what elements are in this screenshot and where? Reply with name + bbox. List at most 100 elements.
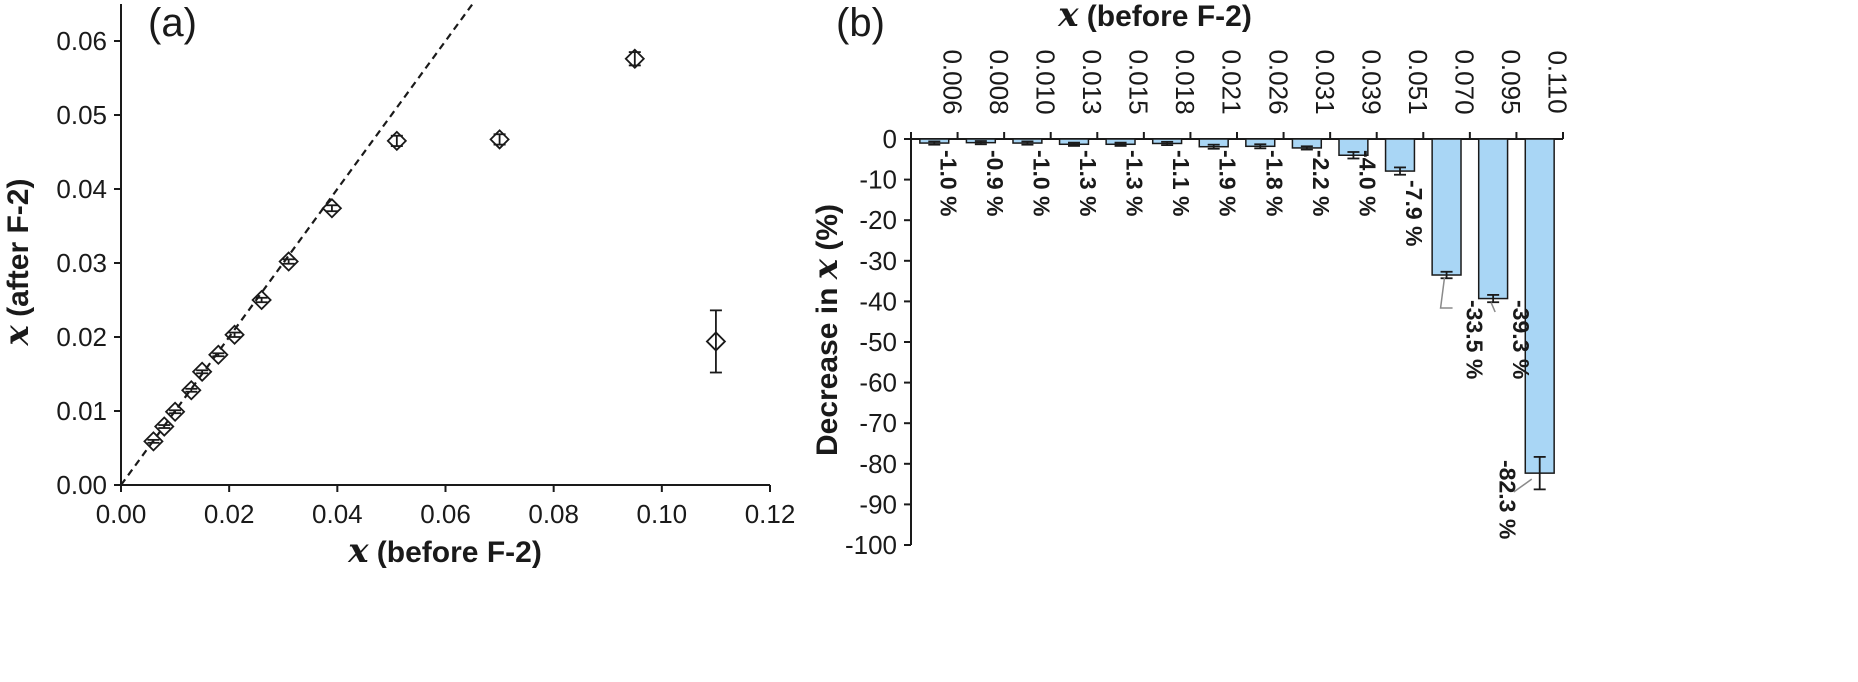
- scatter-x-axis-title: x (before F-2): [347, 531, 542, 571]
- bar-data-label: -39.3 %: [1508, 300, 1534, 379]
- bar-data-label: -1.0 %: [935, 150, 961, 216]
- bar-x-axis-var: x: [1057, 0, 1079, 35]
- bar-category-label: 0.018: [1170, 49, 1200, 114]
- bar-data-label: -1.3 %: [1122, 150, 1148, 216]
- bar-category-label: 0.070: [1450, 49, 1480, 114]
- scatter-points: [143, 48, 727, 452]
- bar-category-label: 0.006: [937, 49, 967, 114]
- bar-category-label: 0.021: [1217, 49, 1247, 114]
- scatter-point: [153, 416, 175, 437]
- panel-b-label: (b): [836, 1, 885, 45]
- bar-category-label: 0.008: [984, 49, 1014, 114]
- bar-y-tick-label: -90: [859, 489, 897, 519]
- scatter-y-tick-label: 0.05: [56, 100, 107, 130]
- bar-y-tick-label: -60: [859, 368, 897, 398]
- bar-y-tick-label: -100: [845, 530, 897, 560]
- scatter-y-tick-label: 0.01: [56, 396, 107, 426]
- diamond-marker: [143, 431, 164, 452]
- diamond-marker: [191, 361, 213, 383]
- bar: [1384, 138, 1416, 172]
- diamond-marker: [386, 130, 408, 152]
- bar-y-tick-label: -30: [859, 246, 897, 276]
- bar: [1524, 138, 1555, 474]
- scatter-point: [489, 129, 510, 150]
- scatter-y-tick-label: 0.02: [56, 322, 107, 352]
- diamond-marker: [278, 251, 299, 272]
- bar-data-label: -1.0 %: [1028, 150, 1054, 216]
- bar-category-label: 0.051: [1403, 49, 1433, 114]
- bar-x-axis-title: x (before F-2): [1057, 0, 1252, 35]
- bar-data-label: -1.8 %: [1261, 150, 1287, 216]
- scatter-point: [705, 309, 727, 374]
- scatter-x-tick-label: 0.06: [420, 499, 471, 529]
- scatter-y-axis-title: x (after F-2): [0, 179, 37, 347]
- scatter-point: [181, 380, 202, 401]
- scatter-point: [251, 289, 272, 311]
- scatter-point: [224, 324, 245, 346]
- scatter-x-tick-label: 0.12: [745, 499, 796, 529]
- bar-data-labels: -1.0 % -0.9 % -1.0 % -1.3 % -1.3 % -1.1 % -1.9…: [935, 150, 1534, 539]
- bar-data-label: -2.2 %: [1308, 150, 1334, 216]
- bar-y-tick-label: -10: [859, 165, 897, 195]
- bar-y-tick-label: -70: [859, 408, 897, 438]
- bar-data-label: -1.1 %: [1168, 150, 1194, 216]
- leader-line: [1490, 302, 1496, 313]
- scatter-axes: 0.00 0.02 0.04 0.06 0.08 0.10 0.12 0.00 0.01 0.02…: [56, 4, 795, 529]
- scatter-x-tick-label: 0.08: [528, 499, 579, 529]
- bar-category-label: 0.026: [1263, 49, 1293, 114]
- scatter-point: [321, 197, 343, 219]
- bar-y-axis-suffix: (%): [811, 204, 844, 259]
- bar-data-label: -0.9 %: [982, 150, 1008, 216]
- scatter-x-tick-label: 0.04: [312, 499, 363, 529]
- scatter-point: [143, 431, 164, 452]
- scatter-y-axis-text: (after F-2): [2, 179, 35, 326]
- bar-data-label: -7.9 %: [1401, 180, 1427, 246]
- diamond-marker: [705, 331, 727, 352]
- diamond-marker: [489, 129, 510, 150]
- bar-y-axis-var: x: [806, 258, 846, 280]
- scatter-point: [164, 401, 186, 423]
- leader-line: [1439, 276, 1453, 309]
- bars: [919, 138, 1555, 491]
- diamond-marker: [321, 197, 343, 219]
- bar-y-tick-label: -20: [859, 205, 897, 235]
- diamond-marker: [208, 344, 229, 366]
- bar-y-tick-label: -40: [859, 286, 897, 316]
- diamond-marker: [164, 401, 186, 423]
- scatter-point: [278, 251, 299, 272]
- bar-y-axis-prefix: Decrease in: [811, 279, 844, 456]
- bar-y-tick-label: 0: [883, 124, 897, 154]
- bar-data-label: -82.3 %: [1495, 460, 1521, 539]
- bar-y-tick-label: -50: [859, 327, 897, 357]
- bar: [1477, 138, 1509, 300]
- diamond-marker: [251, 289, 272, 311]
- bar-category-label: 0.010: [1030, 49, 1060, 114]
- panel-a-label: (a): [148, 1, 197, 45]
- scatter-x-tick-label: 0.02: [204, 499, 255, 529]
- scatter-y-tick-label: 0.04: [56, 174, 107, 204]
- bar-data-label: -1.3 %: [1075, 150, 1101, 216]
- bar-category-label: 0.015: [1124, 49, 1154, 114]
- bar-category-label: 0.095: [1496, 49, 1526, 114]
- scatter-y-tick-label: 0.00: [56, 470, 107, 500]
- leader-line: [1513, 478, 1533, 493]
- scatter-x-tick-label: 0.10: [637, 499, 688, 529]
- bar-category-label: 0.013: [1077, 49, 1107, 114]
- scatter-y-tick-label: 0.03: [56, 248, 107, 278]
- bar-data-label: -4.0 %: [1354, 150, 1380, 216]
- diamond-marker: [624, 48, 646, 70]
- diamond-marker: [181, 380, 202, 401]
- bar-x-axis-text: (before F-2): [1078, 0, 1251, 33]
- reference-line: [120, 3, 474, 486]
- diamond-marker: [224, 324, 245, 346]
- bar-data-label: -1.9 %: [1215, 150, 1241, 216]
- scatter-point: [624, 48, 646, 70]
- bar-category-label: 0.031: [1310, 49, 1340, 114]
- scatter-point: [208, 344, 229, 366]
- scatter-y-axis-var: x: [0, 324, 37, 346]
- scatter-panel: (a) 0.00 0.02 0.04 0.06 0.08 0.10 0.12 0.00 0.01…: [0, 1, 795, 571]
- bar-y-axis-title: Decrease in x (%): [806, 204, 846, 456]
- scatter-y-tick-label: 0.06: [56, 26, 107, 56]
- bar-category-label: 0.110: [1543, 50, 1573, 113]
